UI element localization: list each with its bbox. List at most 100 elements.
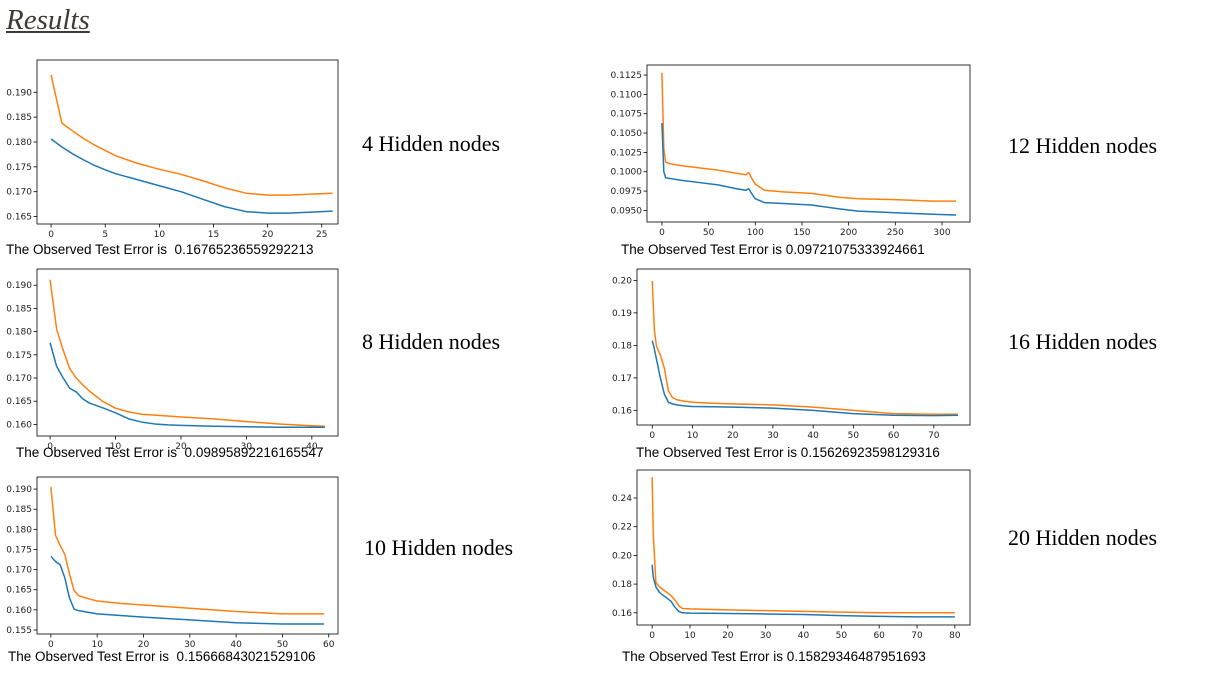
x-tick-label: 30 — [760, 631, 772, 641]
x-tick-label: 150 — [793, 228, 810, 238]
x-tick-label: 250 — [887, 228, 904, 238]
y-tick-label: 0.165 — [6, 397, 32, 407]
node-label-12: 12 Hidden nodes — [1008, 133, 1158, 158]
x-tick-label: 10 — [687, 431, 699, 441]
test-error-caption-20: The Observed Test Error is 0.15829346487… — [622, 649, 926, 664]
x-tick-label: 50 — [703, 228, 715, 238]
test-error-caption-4: The Observed Test Error is 0.16765236559… — [6, 242, 314, 257]
x-tick-label: 40 — [230, 640, 242, 650]
x-tick-label: 300 — [933, 228, 950, 238]
test-error-caption-8: The Observed Test Error is 0.09895892216… — [16, 445, 324, 460]
node-label-8: 8 Hidden nodes — [362, 329, 501, 354]
y-tick-label: 0.0975 — [611, 187, 643, 197]
x-tick-label: 0 — [649, 631, 655, 641]
y-tick-label: 0.175 — [6, 351, 32, 361]
node-label-16: 16 Hidden nodes — [1008, 329, 1158, 354]
x-tick-label: 70 — [928, 431, 940, 441]
y-tick-label: 0.19 — [612, 309, 632, 319]
node-label-10: 10 Hidden nodes — [364, 535, 514, 560]
x-tick-label: 20 — [175, 442, 187, 452]
x-tick-label: 50 — [848, 431, 860, 441]
x-tick-label: 60 — [888, 431, 900, 441]
y-tick-label: 0.0950 — [611, 206, 643, 216]
y-tick-label: 0.190 — [6, 485, 32, 495]
y-tick-label: 0.180 — [6, 525, 32, 535]
y-tick-label: 0.190 — [6, 281, 32, 291]
node-label-20: 20 Hidden nodes — [1008, 525, 1158, 550]
chart-16-hidden-nodes: 0 10 20 30 40 50 60 70 0.16 0.17 0.18 0.19 0.20 — [612, 268, 971, 441]
x-tick-label: 0 — [48, 230, 54, 240]
x-tick-label: 30 — [184, 640, 196, 650]
series-line-0 — [651, 477, 955, 614]
x-tick-label: 0 — [659, 228, 665, 238]
y-tick-label: 0.180 — [6, 328, 32, 338]
y-tick-label: 0.20 — [612, 276, 632, 286]
chart-20-hidden-nodes: 0 10 20 30 40 50 60 70 80 0.16 0.18 0.20 0.22 0.24 — [612, 469, 971, 641]
y-tick-label: 0.1100 — [611, 90, 643, 100]
y-tick-label: 0.16 — [612, 609, 632, 619]
y-tick-label: 0.20 — [612, 551, 632, 561]
x-tick-label: 20 — [722, 631, 734, 641]
y-tick-label: 0.190 — [6, 88, 32, 98]
y-tick-label: 0.175 — [6, 545, 32, 555]
y-tick-label: 0.170 — [6, 374, 32, 384]
x-tick-label: 30 — [241, 442, 253, 452]
x-tick-label: 80 — [949, 631, 961, 641]
y-tick-label: 0.170 — [6, 566, 32, 576]
y-tick-label: 0.185 — [6, 505, 32, 515]
y-tick-label: 0.18 — [612, 580, 632, 590]
series-line-1 — [651, 340, 958, 417]
y-tick-label: 0.1075 — [611, 110, 643, 120]
test-error-caption-10: The Observed Test Error is 0.15666843021… — [8, 649, 316, 664]
plot-frame — [36, 476, 339, 635]
x-tick-label: 40 — [798, 631, 810, 641]
x-tick-label: 15 — [208, 230, 219, 240]
x-tick-label: 0 — [48, 640, 54, 650]
x-tick-label: 50 — [277, 640, 289, 650]
x-tick-label: 10 — [110, 442, 122, 452]
page-title: Results — [6, 4, 90, 36]
y-tick-label: 0.17 — [612, 374, 632, 384]
x-tick-label: 0 — [47, 442, 53, 452]
x-tick-label: 20 — [727, 431, 739, 441]
y-tick-label: 0.165 — [6, 586, 32, 596]
y-tick-label: 0.1050 — [611, 129, 643, 139]
series-line-0 — [651, 280, 958, 416]
x-tick-label: 25 — [316, 230, 327, 240]
x-tick-label: 5 — [102, 230, 108, 240]
series-line-1 — [49, 342, 325, 428]
series-line-1 — [651, 564, 955, 618]
plot-frame — [636, 469, 971, 626]
y-tick-label: 0.16 — [612, 406, 632, 416]
y-tick-label: 0.22 — [612, 523, 632, 533]
series-line-0 — [50, 74, 333, 196]
y-tick-label: 0.175 — [6, 163, 32, 173]
test-error-caption-12: The Observed Test Error is 0.09721075333… — [621, 242, 925, 257]
y-tick-label: 0.160 — [6, 606, 32, 616]
series-line-0 — [50, 486, 325, 615]
test-error-caption-16: The Observed Test Error is 0.15626923598… — [636, 445, 940, 460]
series-line-1 — [50, 555, 325, 625]
x-tick-label: 10 — [91, 640, 103, 650]
chart-8-hidden-nodes: 0 10 20 30 40 0.160 0.165 0.170 0.175 0.180 0.185 0… — [6, 268, 339, 452]
y-tick-label: 0.18 — [612, 341, 632, 351]
y-tick-label: 0.24 — [612, 494, 632, 504]
y-tick-label: 0.1025 — [611, 148, 643, 158]
chart-10-hidden-nodes: 0 10 20 30 40 50 60 0.155 0.160 0.165 0.170 0.175 0.… — [6, 476, 339, 650]
series-line-0 — [49, 279, 325, 428]
y-tick-label: 0.170 — [6, 188, 32, 198]
y-tick-label: 0.1000 — [611, 168, 643, 178]
node-label-4: 4 Hidden nodes — [362, 131, 501, 156]
y-tick-label: 0.185 — [6, 113, 32, 123]
y-tick-label: 0.180 — [6, 138, 32, 148]
x-tick-label: 70 — [911, 631, 923, 641]
plot-frame — [36, 268, 339, 437]
x-tick-label: 40 — [306, 442, 318, 452]
chart-4-hidden-nodes: 0 5 10 15 20 25 0.165 0.170 0.175 0.180 0.185 0.190 — [6, 59, 339, 240]
x-tick-label: 10 — [154, 230, 166, 240]
y-tick-label: 0.185 — [6, 304, 32, 314]
x-tick-label: 60 — [323, 640, 335, 650]
series-line-1 — [661, 122, 957, 216]
x-tick-label: 30 — [767, 431, 779, 441]
plot-frame — [36, 59, 339, 225]
